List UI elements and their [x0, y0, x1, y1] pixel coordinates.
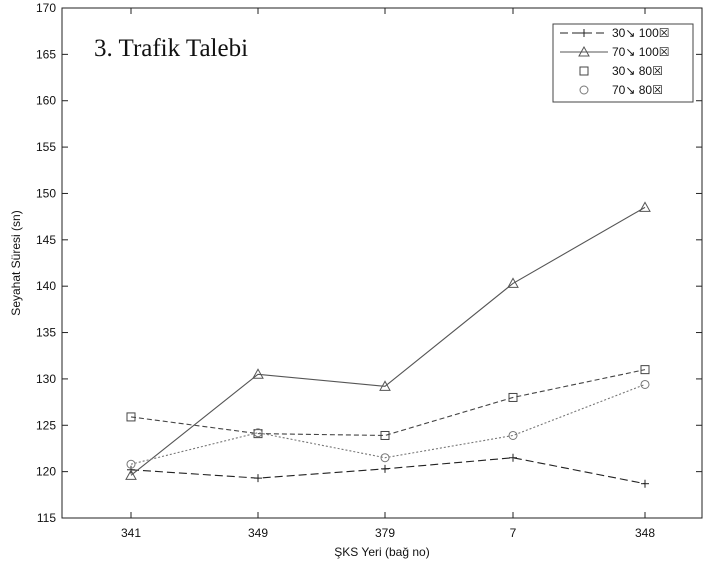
data-point — [125, 469, 137, 480]
data-point — [379, 380, 391, 391]
data-point — [507, 277, 519, 288]
legend-label: 30↘ 80☒ — [612, 64, 663, 78]
y-tick-label: 165 — [36, 47, 56, 61]
data-point — [253, 428, 263, 438]
axis-ticks: 115 120 125 130 135 140 145 150 155 160 165 170 341 3… — [36, 1, 702, 540]
series-line — [130, 206, 646, 476]
series-line — [130, 369, 646, 437]
legend-entry: 70↘ 100☒ — [560, 45, 670, 59]
data-point — [640, 365, 650, 375]
series-1 — [127, 453, 649, 488]
data-point — [381, 464, 389, 473]
y-tick-label: 155 — [36, 140, 56, 154]
data-point — [126, 412, 136, 422]
data-point — [508, 392, 518, 402]
series-layer — [125, 201, 651, 488]
chart-title: 3. Trafik Talebi — [94, 35, 248, 62]
legend-label: 70↘ 80☒ — [612, 83, 663, 97]
legend-entry: 70↘ 80☒ — [579, 83, 663, 97]
y-tick-label: 160 — [36, 94, 56, 108]
x-tick-label: 379 — [375, 526, 395, 540]
legend-entry: 30↘ 100☒ — [560, 26, 670, 40]
data-point — [509, 453, 517, 462]
x-tick-label: 7 — [510, 526, 517, 540]
data-point — [252, 368, 264, 379]
x-axis-title: ŞKS Yeri (bağ no) — [334, 545, 429, 559]
y-tick-label: 170 — [36, 1, 56, 15]
legend-marker — [578, 45, 590, 57]
legend-marker — [579, 66, 589, 76]
legend-box — [552, 23, 694, 103]
legend-label: 70↘ 100☒ — [612, 45, 670, 59]
data-point — [641, 479, 649, 488]
series-line — [130, 383, 646, 465]
legend-entry: 30↘ 80☒ — [579, 64, 663, 78]
data-point — [639, 201, 651, 212]
y-tick-label: 145 — [36, 233, 56, 247]
series-4 — [126, 379, 650, 469]
y-tick-label: 140 — [36, 279, 56, 293]
x-tick-label: 349 — [248, 526, 268, 540]
y-tick-label: 135 — [36, 326, 56, 340]
x-tick-label: 341 — [121, 526, 141, 540]
y-tick-label: 120 — [36, 465, 56, 479]
legend: 30↘ 100☒ 70↘ 100☒ 30↘ 80☒ 70↘ 80☒ — [552, 23, 694, 103]
data-point — [508, 430, 518, 440]
data-point — [380, 430, 390, 440]
data-point — [126, 459, 136, 469]
y-axis-title: Seyahat Süresi (sn) — [9, 210, 23, 315]
legend-marker — [580, 29, 588, 37]
data-point — [640, 379, 650, 389]
data-point — [380, 453, 390, 463]
y-tick-label: 150 — [36, 186, 56, 200]
data-point — [254, 474, 262, 483]
legend-marker — [579, 85, 589, 95]
legend-label: 30↘ 100☒ — [612, 26, 670, 40]
x-tick-label: 348 — [635, 526, 655, 540]
series-2 — [125, 201, 651, 480]
y-tick-label: 130 — [36, 372, 56, 386]
y-tick-label: 115 — [37, 511, 56, 525]
legend-entries: 30↘ 100☒ 70↘ 100☒ 30↘ 80☒ 70↘ 80☒ — [560, 26, 670, 97]
y-tick-label: 125 — [36, 418, 56, 432]
